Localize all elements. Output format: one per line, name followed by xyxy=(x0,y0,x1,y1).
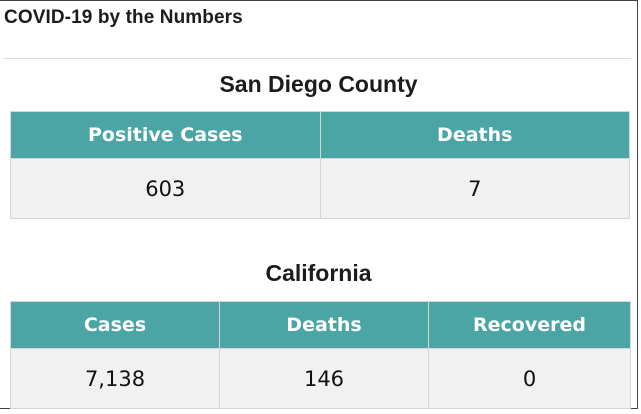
deaths-value: 7 xyxy=(319,158,630,219)
column-header-deaths: Deaths xyxy=(319,111,630,159)
deaths-value: 146 xyxy=(219,348,429,409)
page-title: COVID-19 by the Numbers xyxy=(4,7,243,28)
san-diego-table: Positive Cases Deaths 603 7 xyxy=(10,111,630,219)
san-diego-heading: San Diego County xyxy=(219,71,418,97)
california-heading: California xyxy=(265,260,372,286)
column-header-deaths: Deaths xyxy=(219,301,429,349)
recovered-value: 0 xyxy=(428,348,631,409)
column-header-recovered: Recovered xyxy=(428,301,631,349)
table-header-row: Positive Cases Deaths xyxy=(10,111,630,159)
positive-cases-value: 603 xyxy=(10,158,321,219)
divider xyxy=(4,58,631,59)
california-table: Cases Deaths Recovered 7,138 146 0 xyxy=(10,301,631,409)
table-header-row: Cases Deaths Recovered xyxy=(10,301,631,349)
cases-value: 7,138 xyxy=(10,348,220,409)
column-header-positive-cases: Positive Cases xyxy=(10,111,321,159)
table-row: 7,138 146 0 xyxy=(10,348,631,409)
table-row: 603 7 xyxy=(10,158,630,219)
column-header-cases: Cases xyxy=(10,301,220,349)
